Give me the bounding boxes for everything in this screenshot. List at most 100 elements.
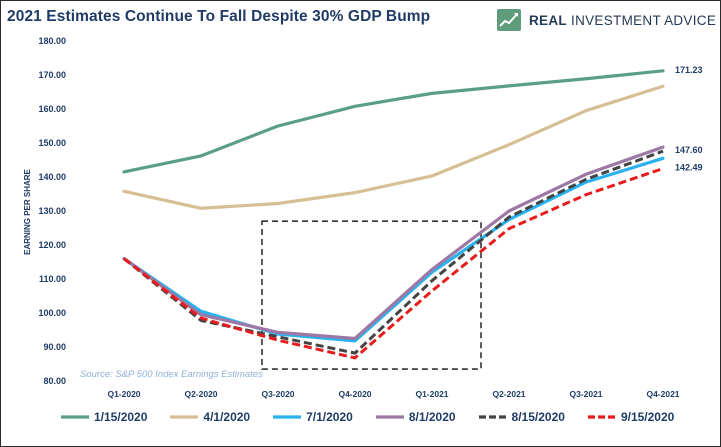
data-point <box>586 110 587 111</box>
legend-item: 7/1/2020 <box>272 410 353 424</box>
y-tick-label: 130.00 <box>38 206 66 216</box>
data-point <box>586 182 587 183</box>
brand-name-rest: INVESTMENT ADVICE <box>571 12 717 28</box>
data-point <box>432 175 433 176</box>
y-tick-label: 80.00 <box>43 376 66 386</box>
data-point <box>355 338 356 339</box>
x-tick-label: Q4-2020 <box>338 389 371 399</box>
series-line-3 <box>122 156 665 343</box>
data-point <box>355 357 356 358</box>
chart-legend: 1/15/2020 4/1/2020 7/1/2020 8/1/2020 8/15/20… <box>60 410 696 424</box>
data-point <box>201 314 202 315</box>
y-tick-label: 90.00 <box>43 342 66 352</box>
legend-label: 8/15/2020 <box>511 410 565 424</box>
brand-name-bold: REAL <box>529 12 567 28</box>
legend-swatch <box>478 415 507 419</box>
data-point <box>355 106 356 107</box>
y-tick-label: 140.00 <box>38 172 66 182</box>
brand-logo: REAL INVESTMENT ADVICE <box>497 9 716 31</box>
legend-swatch <box>375 415 404 419</box>
data-point <box>586 194 587 195</box>
data-point <box>509 144 510 145</box>
data-point <box>124 171 125 172</box>
end-value-label: 147.60 <box>675 145 703 155</box>
data-point <box>509 217 510 218</box>
data-point <box>663 158 664 159</box>
end-value-label: 171.23 <box>675 65 703 75</box>
line-chart-logo-icon <box>497 9 521 31</box>
y-tick-label: 120.00 <box>38 240 66 250</box>
series-line-6 <box>123 167 664 360</box>
legend-item: 8/1/2020 <box>375 410 456 424</box>
x-tick-label: Q2-2020 <box>184 389 217 399</box>
data-point <box>201 320 202 321</box>
data-point <box>586 174 587 175</box>
legend-swatch <box>587 415 616 419</box>
data-point <box>278 336 279 337</box>
series-line-5 <box>123 149 664 355</box>
series-line-1 <box>122 69 665 174</box>
legend-label: 1/15/2020 <box>94 410 148 424</box>
x-tick-label: Q2-2021 <box>492 389 525 399</box>
data-point <box>509 228 510 229</box>
series-line-4 <box>122 145 665 341</box>
source-note: Source: S&P 500 Index Earnings Estimates <box>80 369 263 380</box>
data-point <box>355 340 356 341</box>
legend-label: 8/1/2020 <box>408 410 456 424</box>
series-line-2 <box>122 84 665 210</box>
x-tick-label: Q1-2021 <box>415 389 448 399</box>
legend-swatch <box>61 415 89 419</box>
legend-swatch <box>273 415 302 419</box>
legend-item: 4/1/2020 <box>169 410 250 424</box>
data-point <box>201 208 202 209</box>
data-point <box>663 86 664 87</box>
legend-label: 7/1/2020 <box>306 410 353 424</box>
legend-item: 1/15/2020 <box>60 410 147 424</box>
y-tick-label: 100.00 <box>38 308 66 318</box>
data-point <box>663 147 664 148</box>
end-value-label: 142.49 <box>675 163 703 173</box>
data-point <box>201 311 202 312</box>
legend-label: 4/1/2020 <box>203 410 251 424</box>
data-point <box>355 192 356 193</box>
y-tick-label: 150.00 <box>38 138 66 148</box>
y-tick-label: 180.00 <box>38 36 66 46</box>
x-tick-label: Q4-2021 <box>646 389 679 399</box>
data-point <box>586 179 587 180</box>
data-point <box>201 318 202 319</box>
y-tick-label: 170.00 <box>38 70 66 80</box>
y-tick-label: 110.00 <box>39 274 66 284</box>
x-tick-label: Q1-2020 <box>107 389 140 399</box>
data-point <box>278 126 279 127</box>
legend-swatch <box>170 415 199 419</box>
data-point <box>355 353 356 354</box>
data-point <box>663 151 664 152</box>
data-point <box>201 155 202 156</box>
legend-item: 8/15/2020 <box>478 410 565 424</box>
data-point <box>278 340 279 341</box>
brand-name: REAL INVESTMENT ADVICE <box>529 13 716 28</box>
chart-title: 2021 Estimates Continue To Fall Despite … <box>7 8 431 25</box>
data-point <box>278 332 279 333</box>
data-point <box>586 78 587 79</box>
data-point <box>432 269 433 270</box>
y-axis-label: EARNING PER SHARE <box>23 168 32 254</box>
data-point <box>432 280 433 281</box>
legend-item: 9/15/2020 <box>587 410 674 424</box>
data-point <box>432 93 433 94</box>
data-point <box>509 85 510 86</box>
data-point <box>124 191 125 192</box>
legend-label: 9/15/2020 <box>620 410 675 424</box>
data-point <box>432 290 433 291</box>
data-point <box>278 203 279 204</box>
x-tick-label: Q3-2021 <box>569 389 602 399</box>
data-point <box>663 168 664 169</box>
y-tick-label: 160.00 <box>38 104 66 114</box>
highlight-box <box>261 220 482 370</box>
data-point <box>509 211 510 212</box>
data-point <box>663 70 664 71</box>
data-point <box>124 258 125 259</box>
x-tick-label: Q3-2020 <box>261 389 294 399</box>
